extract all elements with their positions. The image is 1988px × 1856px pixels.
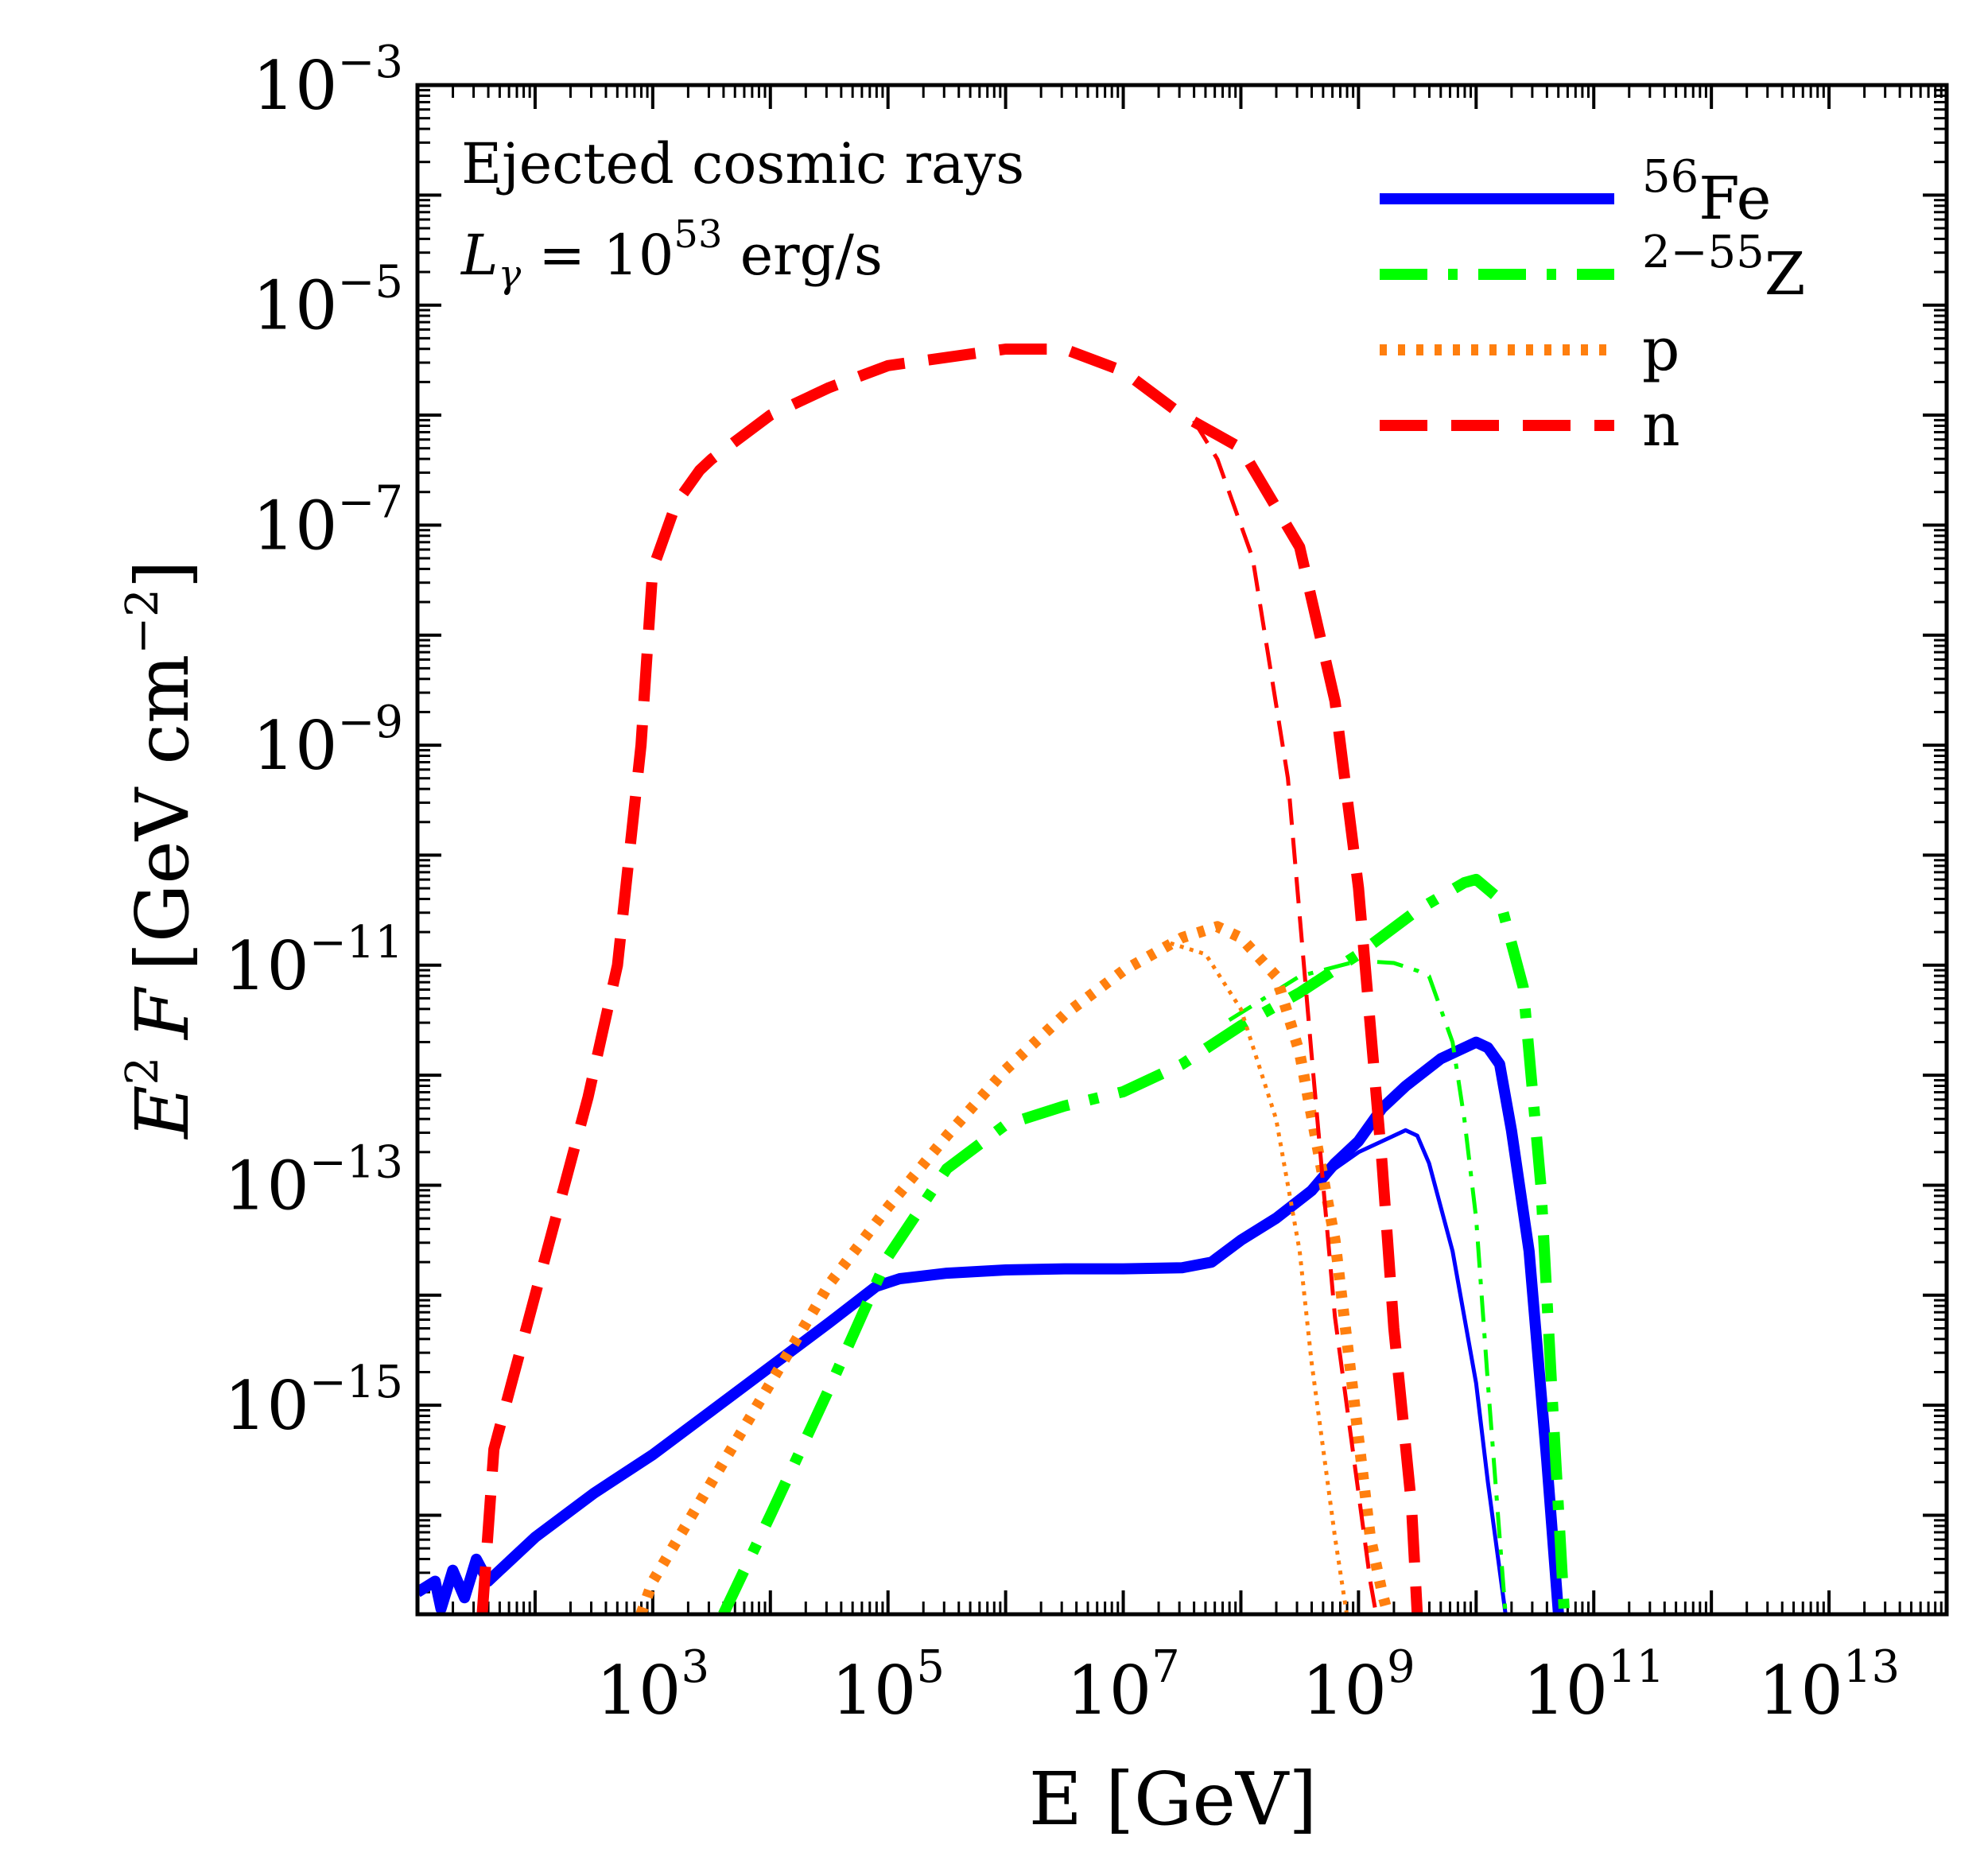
x-tick-labels: 103 105 107 109 1011 1013 (596, 1641, 1901, 1730)
x-tick-label: 1011 (1523, 1641, 1664, 1730)
x-tick-label: 109 (1302, 1641, 1415, 1730)
series-layer (417, 344, 1571, 1614)
y-tick-label: 10−15 (224, 1357, 403, 1445)
series-line-2-55-z-thin (1228, 958, 1508, 1614)
y-tick-label: 10−7 (253, 476, 403, 565)
x-tick-label: 107 (1066, 1641, 1180, 1730)
annotation-title: Ejected cosmic rays (461, 131, 1024, 196)
series-line-p-total (635, 921, 1394, 1614)
series-line-fe-thin (1310, 1128, 1508, 1614)
minor-ticks (417, 85, 1947, 1614)
x-tick-label: 103 (596, 1641, 710, 1730)
plot-frame (415, 83, 1949, 1617)
x-tick-label: 1013 (1758, 1641, 1900, 1730)
y-tick-label: 10−11 (224, 917, 403, 1005)
series-line-n-thin (1192, 419, 1379, 1614)
x-tick-label: 105 (831, 1641, 945, 1730)
plot-background (417, 85, 1947, 1614)
legend-label-n: n (1642, 391, 1680, 460)
x-axis-label: E [GeV] (1029, 1757, 1318, 1842)
y-tick-label: 10−13 (224, 1136, 403, 1225)
y-tick-label: 10−9 (253, 697, 403, 785)
y-tick-labels: 10−3 10−5 10−7 10−9 10−11 10−13 10−15 (224, 37, 403, 1445)
y-tick-label: 10−5 (253, 257, 403, 345)
annotation-luminosity: Lγ = 1053 erg/s (460, 212, 883, 297)
y-axis-label: E2F[GeV cm−2] (117, 560, 205, 1140)
y-tick-label: 10−3 (253, 37, 403, 125)
legend-label-z: 2−55Z (1642, 227, 1805, 309)
legend-label-p: p (1642, 316, 1679, 384)
series-line-n-total (476, 344, 1423, 1614)
legend-label-fe: 56Fe (1642, 151, 1771, 233)
series-line-2-55-z-total (718, 873, 1571, 1614)
